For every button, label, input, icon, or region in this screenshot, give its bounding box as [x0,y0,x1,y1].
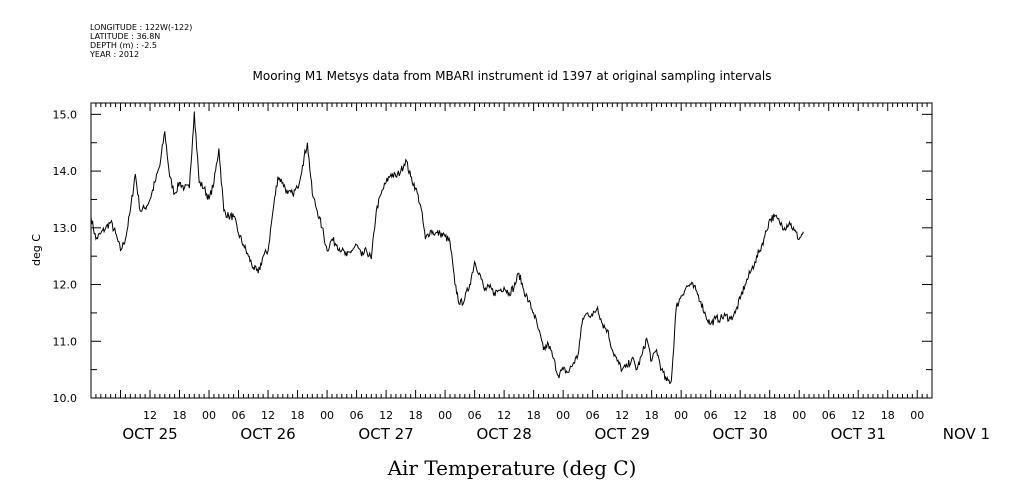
x-tick-label: 00 [556,409,570,422]
chart-title: Mooring M1 Metsys data from MBARI instru… [253,69,772,83]
x-tick-label: 00 [792,409,806,422]
x-tick-label: 06 [822,409,836,422]
x-day-label: OCT 26 [240,425,295,443]
x-axis-label: Air Temperature (deg C) [387,456,637,480]
y-tick-label: 14.0 [53,165,78,178]
x-tick-label: 18 [409,409,423,422]
x-tick-label: 06 [704,409,718,422]
x-tick-label: 06 [468,409,482,422]
x-tick-label: 12 [497,409,511,422]
metadata-line: YEAR : 2012 [89,50,139,59]
x-tick-label: 12 [143,409,157,422]
y-tick-label: 12.0 [53,279,78,292]
y-tick-label: 13.0 [53,222,78,235]
x-tick-label: 00 [438,409,452,422]
y-tick-label: 10.0 [53,392,78,405]
y-axis: 10.0 11.0 12.0 13.0 14.0 15.0 [53,108,932,405]
x-tick-label: 18 [881,409,895,422]
x-day-label: OCT 28 [476,425,531,443]
x-axis: 12 18 00 06 12 18 00 06 12 18 00 06 12 18 00 06 12 18 00 06… [90,103,990,443]
metadata-line: LONGITUDE : 122W(-122) [90,23,192,32]
metadata-line: LATITUDE : 36.8N [90,32,160,41]
x-tick-label: 00 [202,409,216,422]
x-tick-label: 18 [763,409,777,422]
x-tick-label: 00 [320,409,334,422]
x-day-label: OCT 25 [122,425,177,443]
x-tick-label: 18 [645,409,659,422]
x-tick-label: 12 [261,409,275,422]
x-day-label: NOV 1 [943,425,990,443]
x-tick-label: 06 [586,409,600,422]
y-axis-label: deg C [30,234,43,266]
x-tick-label: 06 [232,409,246,422]
x-tick-label: 00 [674,409,688,422]
x-tick-label: 12 [733,409,747,422]
y-tick-label: 15.0 [53,108,78,121]
x-tick-label: 18 [291,409,305,422]
x-tick-label: 18 [527,409,541,422]
x-tick-label: 12 [851,409,865,422]
series-group [90,111,804,385]
y-tick-label: 11.0 [53,335,78,348]
metadata-block: LONGITUDE : 122W(-122)LATITUDE : 36.8NDE… [89,23,192,59]
x-day-label: OCT 31 [831,425,886,443]
x-tick-label: 00 [910,409,924,422]
x-tick-label: 12 [615,409,629,422]
plot-frame [90,102,933,399]
x-day-label: OCT 29 [595,425,650,443]
series-line [90,111,804,385]
x-tick-label: 06 [350,409,364,422]
x-day-label: OCT 27 [358,425,413,443]
x-tick-label: 18 [173,409,187,422]
x-day-label: OCT 30 [713,425,768,443]
x-tick-label: 12 [379,409,393,422]
metadata-line: DEPTH (m) : -2.5 [90,41,157,50]
